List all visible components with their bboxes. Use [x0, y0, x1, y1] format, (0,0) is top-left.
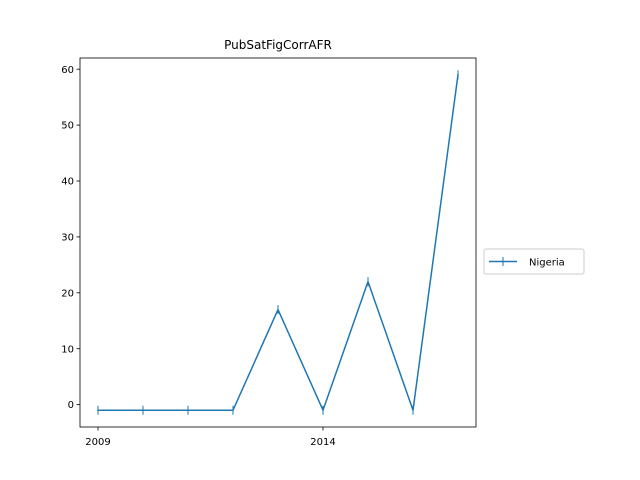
- chart-title: PubSatFigCorrAFR: [224, 38, 332, 52]
- y-tick-label: 60: [61, 65, 74, 76]
- legend: Nigeria: [483, 248, 585, 275]
- y-tick-label: 20: [61, 288, 74, 299]
- y-tick-label: 10: [61, 344, 74, 355]
- y-tick-label: 40: [61, 177, 74, 188]
- legend-box: [483, 248, 585, 275]
- plot-area: 0 10 20 30 40 50 60 2009 2014: [61, 57, 477, 448]
- y-tick-label: 50: [61, 121, 74, 132]
- x-tick-label: 2009: [85, 437, 110, 448]
- y-tick-label: 0: [68, 400, 74, 411]
- x-tick-label: 2014: [310, 437, 335, 448]
- legend-label: Nigeria: [529, 258, 565, 269]
- y-tick-label: 30: [61, 233, 74, 244]
- axes-frame: [79, 57, 477, 428]
